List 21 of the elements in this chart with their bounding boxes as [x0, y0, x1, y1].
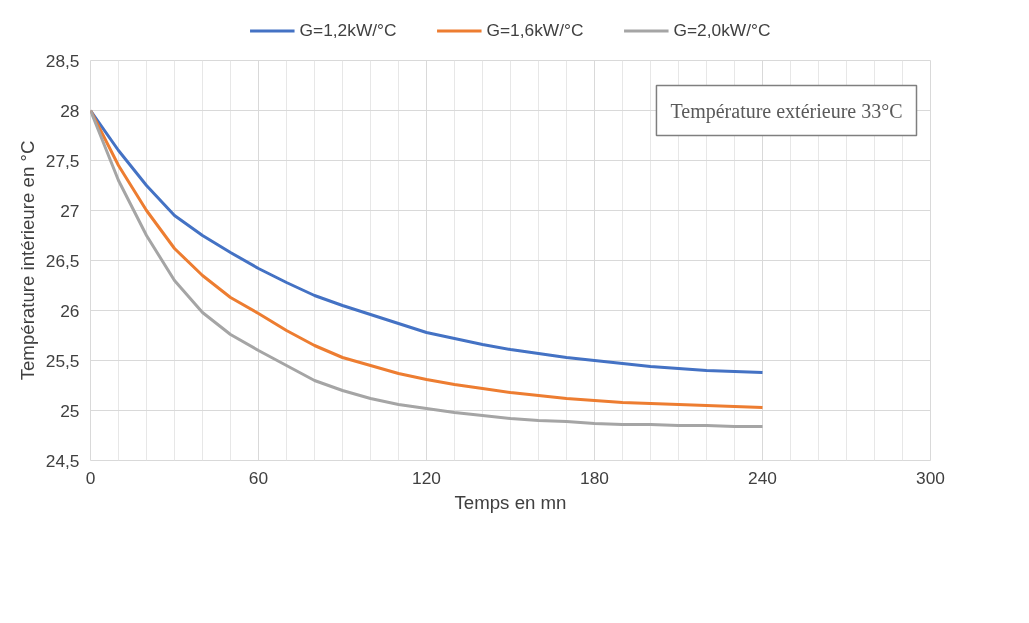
x-tick-label: 120	[412, 467, 441, 488]
y-tick-label: 25,5	[45, 350, 80, 371]
y-tick-label: 26	[60, 300, 80, 321]
x-tick-label: 240	[748, 467, 777, 488]
x-axis-title: Temps en mn	[454, 491, 567, 513]
y-tick-label: 28	[60, 100, 80, 121]
legend-label: G=2,0kW/°C	[673, 19, 771, 41]
y-tick-label: 25	[60, 400, 80, 421]
y-tick-label: 26,5	[45, 250, 80, 271]
y-tick-label: 28,5	[45, 50, 80, 71]
legend-label: G=1,2kW/°C	[299, 19, 397, 41]
x-tick-label: 0	[85, 467, 96, 488]
legend-label: G=1,6kW/°C	[486, 19, 584, 41]
y-tick-label: 24,5	[45, 450, 80, 471]
y-tick-label: 27,5	[45, 150, 80, 171]
annotation: Température extérieure 33°C	[670, 99, 903, 123]
x-tick-label: 300	[916, 467, 945, 488]
y-axis-title: Température intérieure en °C	[16, 140, 38, 381]
x-tick-label: 180	[580, 467, 609, 488]
x-tick-label: 60	[248, 467, 269, 488]
y-tick-label: 27	[60, 200, 80, 221]
